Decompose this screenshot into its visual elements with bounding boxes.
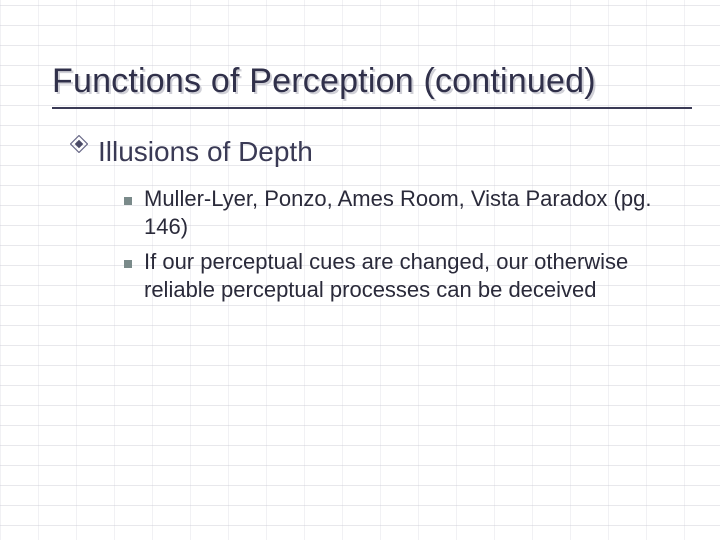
level1-text: Illusions of Depth [98, 135, 313, 169]
content-area: Illusions of Depth Muller-Lyer, Ponzo, A… [0, 109, 720, 305]
level2-text: If our perceptual cues are changed, our … [144, 248, 664, 305]
list-item: Muller-Lyer, Ponzo, Ames Room, Vista Par… [124, 185, 664, 242]
bullet-level1: Illusions of Depth [70, 135, 664, 169]
level2-text: Muller-Lyer, Ponzo, Ames Room, Vista Par… [144, 185, 664, 242]
slide-title: Functions of Perception (continued) [52, 62, 680, 101]
square-bullet-icon [124, 260, 132, 268]
list-item: If our perceptual cues are changed, our … [124, 248, 664, 305]
square-bullet-icon [124, 197, 132, 205]
title-area: Functions of Perception (continued) Func… [0, 0, 720, 109]
diamond-bullet-icon [70, 135, 88, 153]
level2-list: Muller-Lyer, Ponzo, Ames Room, Vista Par… [70, 181, 664, 305]
